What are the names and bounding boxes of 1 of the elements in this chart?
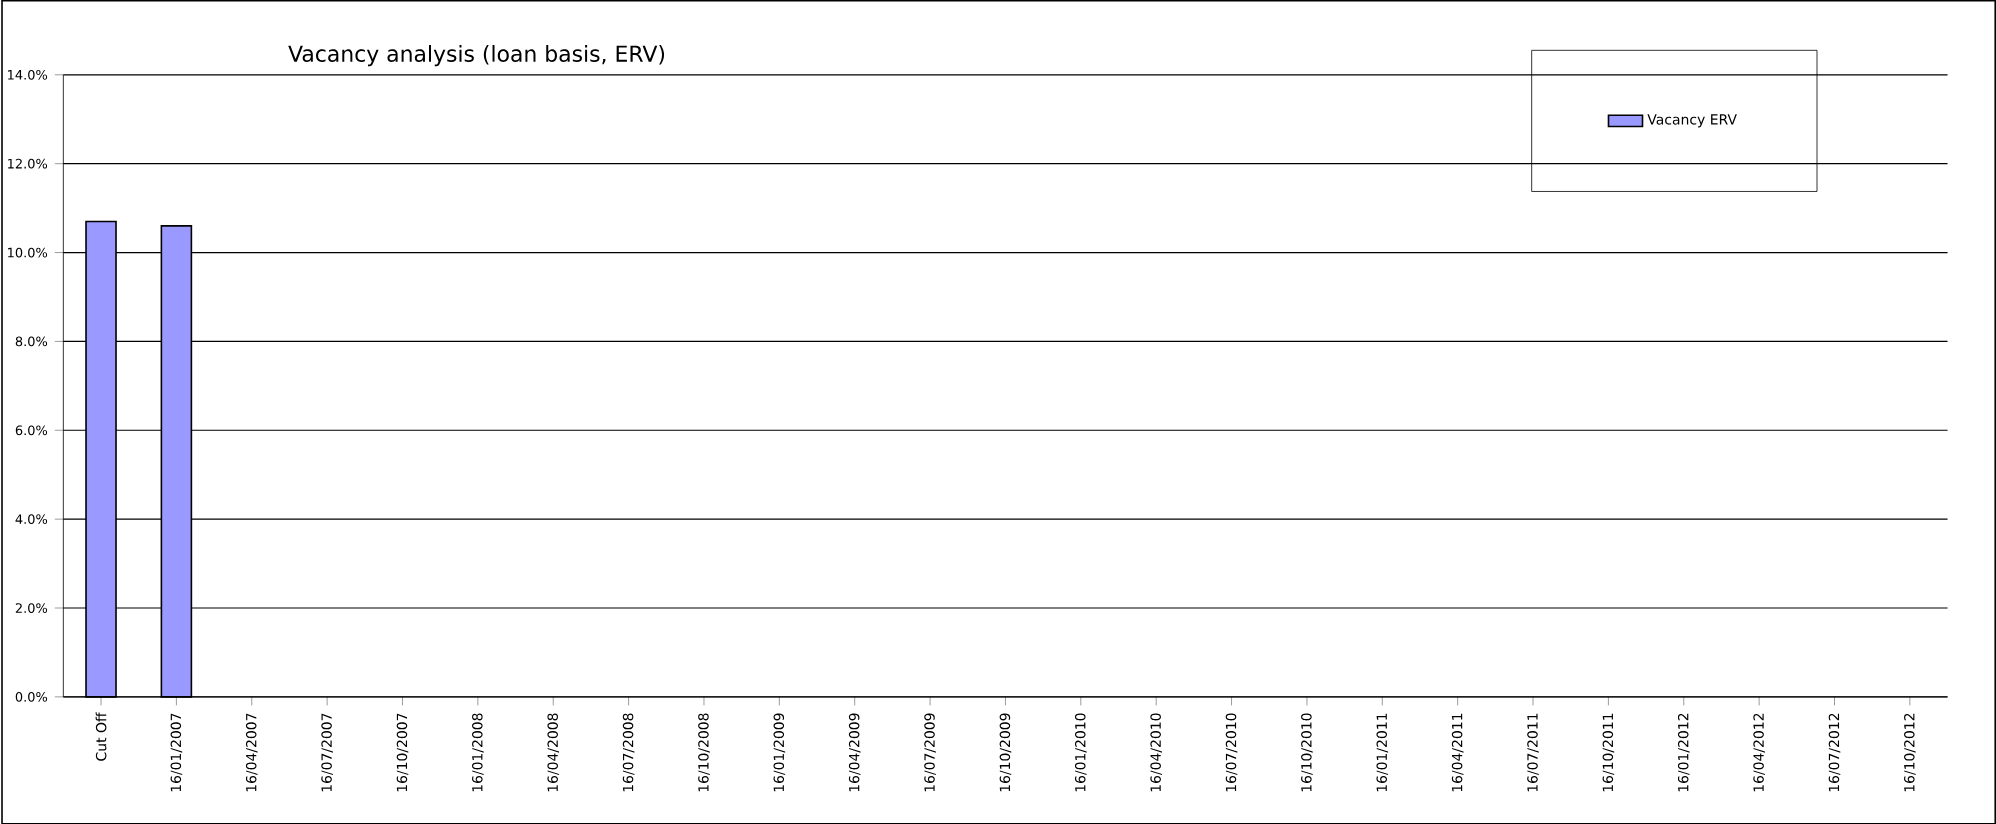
chart-title: Vacancy analysis (loan basis, ERV) bbox=[288, 44, 665, 66]
